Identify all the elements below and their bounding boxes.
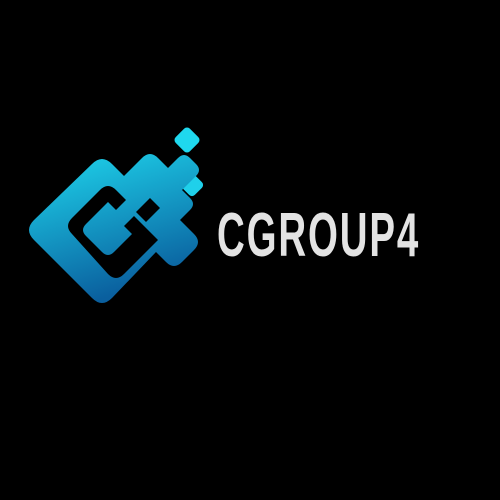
brand-name: CGROUP4: [217, 201, 421, 270]
logo-main-shape: [29, 154, 199, 303]
logo-pixel-square: [174, 127, 200, 153]
cgroup4-logo-icon: [29, 127, 204, 303]
